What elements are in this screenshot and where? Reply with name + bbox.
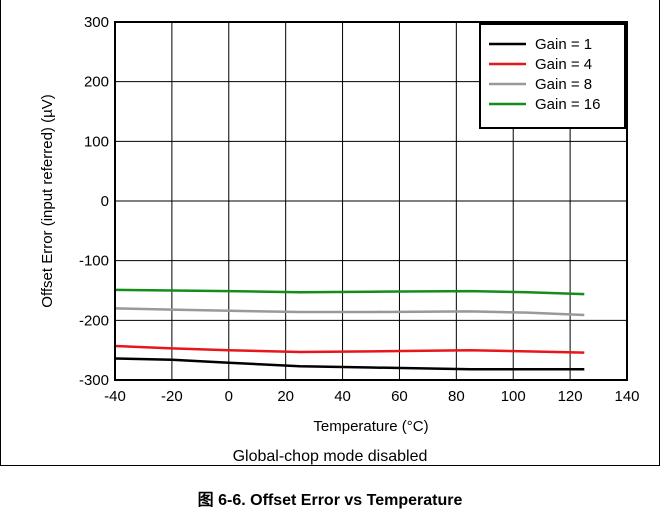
x-tick-label: -40 — [104, 388, 126, 405]
x-tick-label: 120 — [558, 388, 583, 405]
grid — [115, 22, 627, 380]
legend-label: Gain = 4 — [535, 56, 592, 73]
series-line — [114, 288, 585, 296]
x-tick-label: 40 — [334, 388, 351, 405]
chart-note: Global-chop mode disabled — [232, 448, 428, 465]
y-tick-label: 100 — [84, 133, 109, 150]
legend-label: Gain = 16 — [535, 96, 600, 113]
x-axis-label: Temperature (°C) — [313, 418, 428, 435]
series-lines — [114, 288, 585, 371]
legend-box — [479, 23, 626, 129]
figure-caption: 图 6-6. Offset Error vs Temperature — [197, 492, 463, 509]
figure-frame — [0, 0, 660, 466]
legend-label: Gain = 8 — [535, 76, 592, 93]
x-tick-label: 20 — [277, 388, 294, 405]
x-tick-label: 80 — [448, 388, 465, 405]
y-tick-label: -200 — [79, 312, 109, 329]
series-line — [114, 357, 585, 371]
y-tick-label: -100 — [79, 253, 109, 270]
y-tick-label: 0 — [101, 193, 109, 210]
legend-label: Gain = 1 — [535, 36, 592, 53]
x-tick-label: -20 — [161, 388, 183, 405]
plot-area-border — [114, 21, 628, 381]
y-axis-label: Offset Error (input referred) (µV) — [39, 94, 56, 307]
y-tick-label: -300 — [79, 372, 109, 389]
x-tick-label: 140 — [614, 388, 639, 405]
x-tick-label: 0 — [225, 388, 233, 405]
y-tick-label: 300 — [84, 14, 109, 31]
x-tick-label: 100 — [501, 388, 526, 405]
series-line — [114, 344, 585, 354]
tick-labels: -40 -20 0 20 40 60 80 100 120 1403002001000-100-2… — [79, 14, 640, 405]
legend: Gain = 1 Gain = 4 Gain = 8 Gain = 16 — [479, 23, 626, 129]
x-tick-label: 60 — [391, 388, 408, 405]
series-line — [114, 307, 585, 317]
y-tick-label: 200 — [84, 74, 109, 91]
